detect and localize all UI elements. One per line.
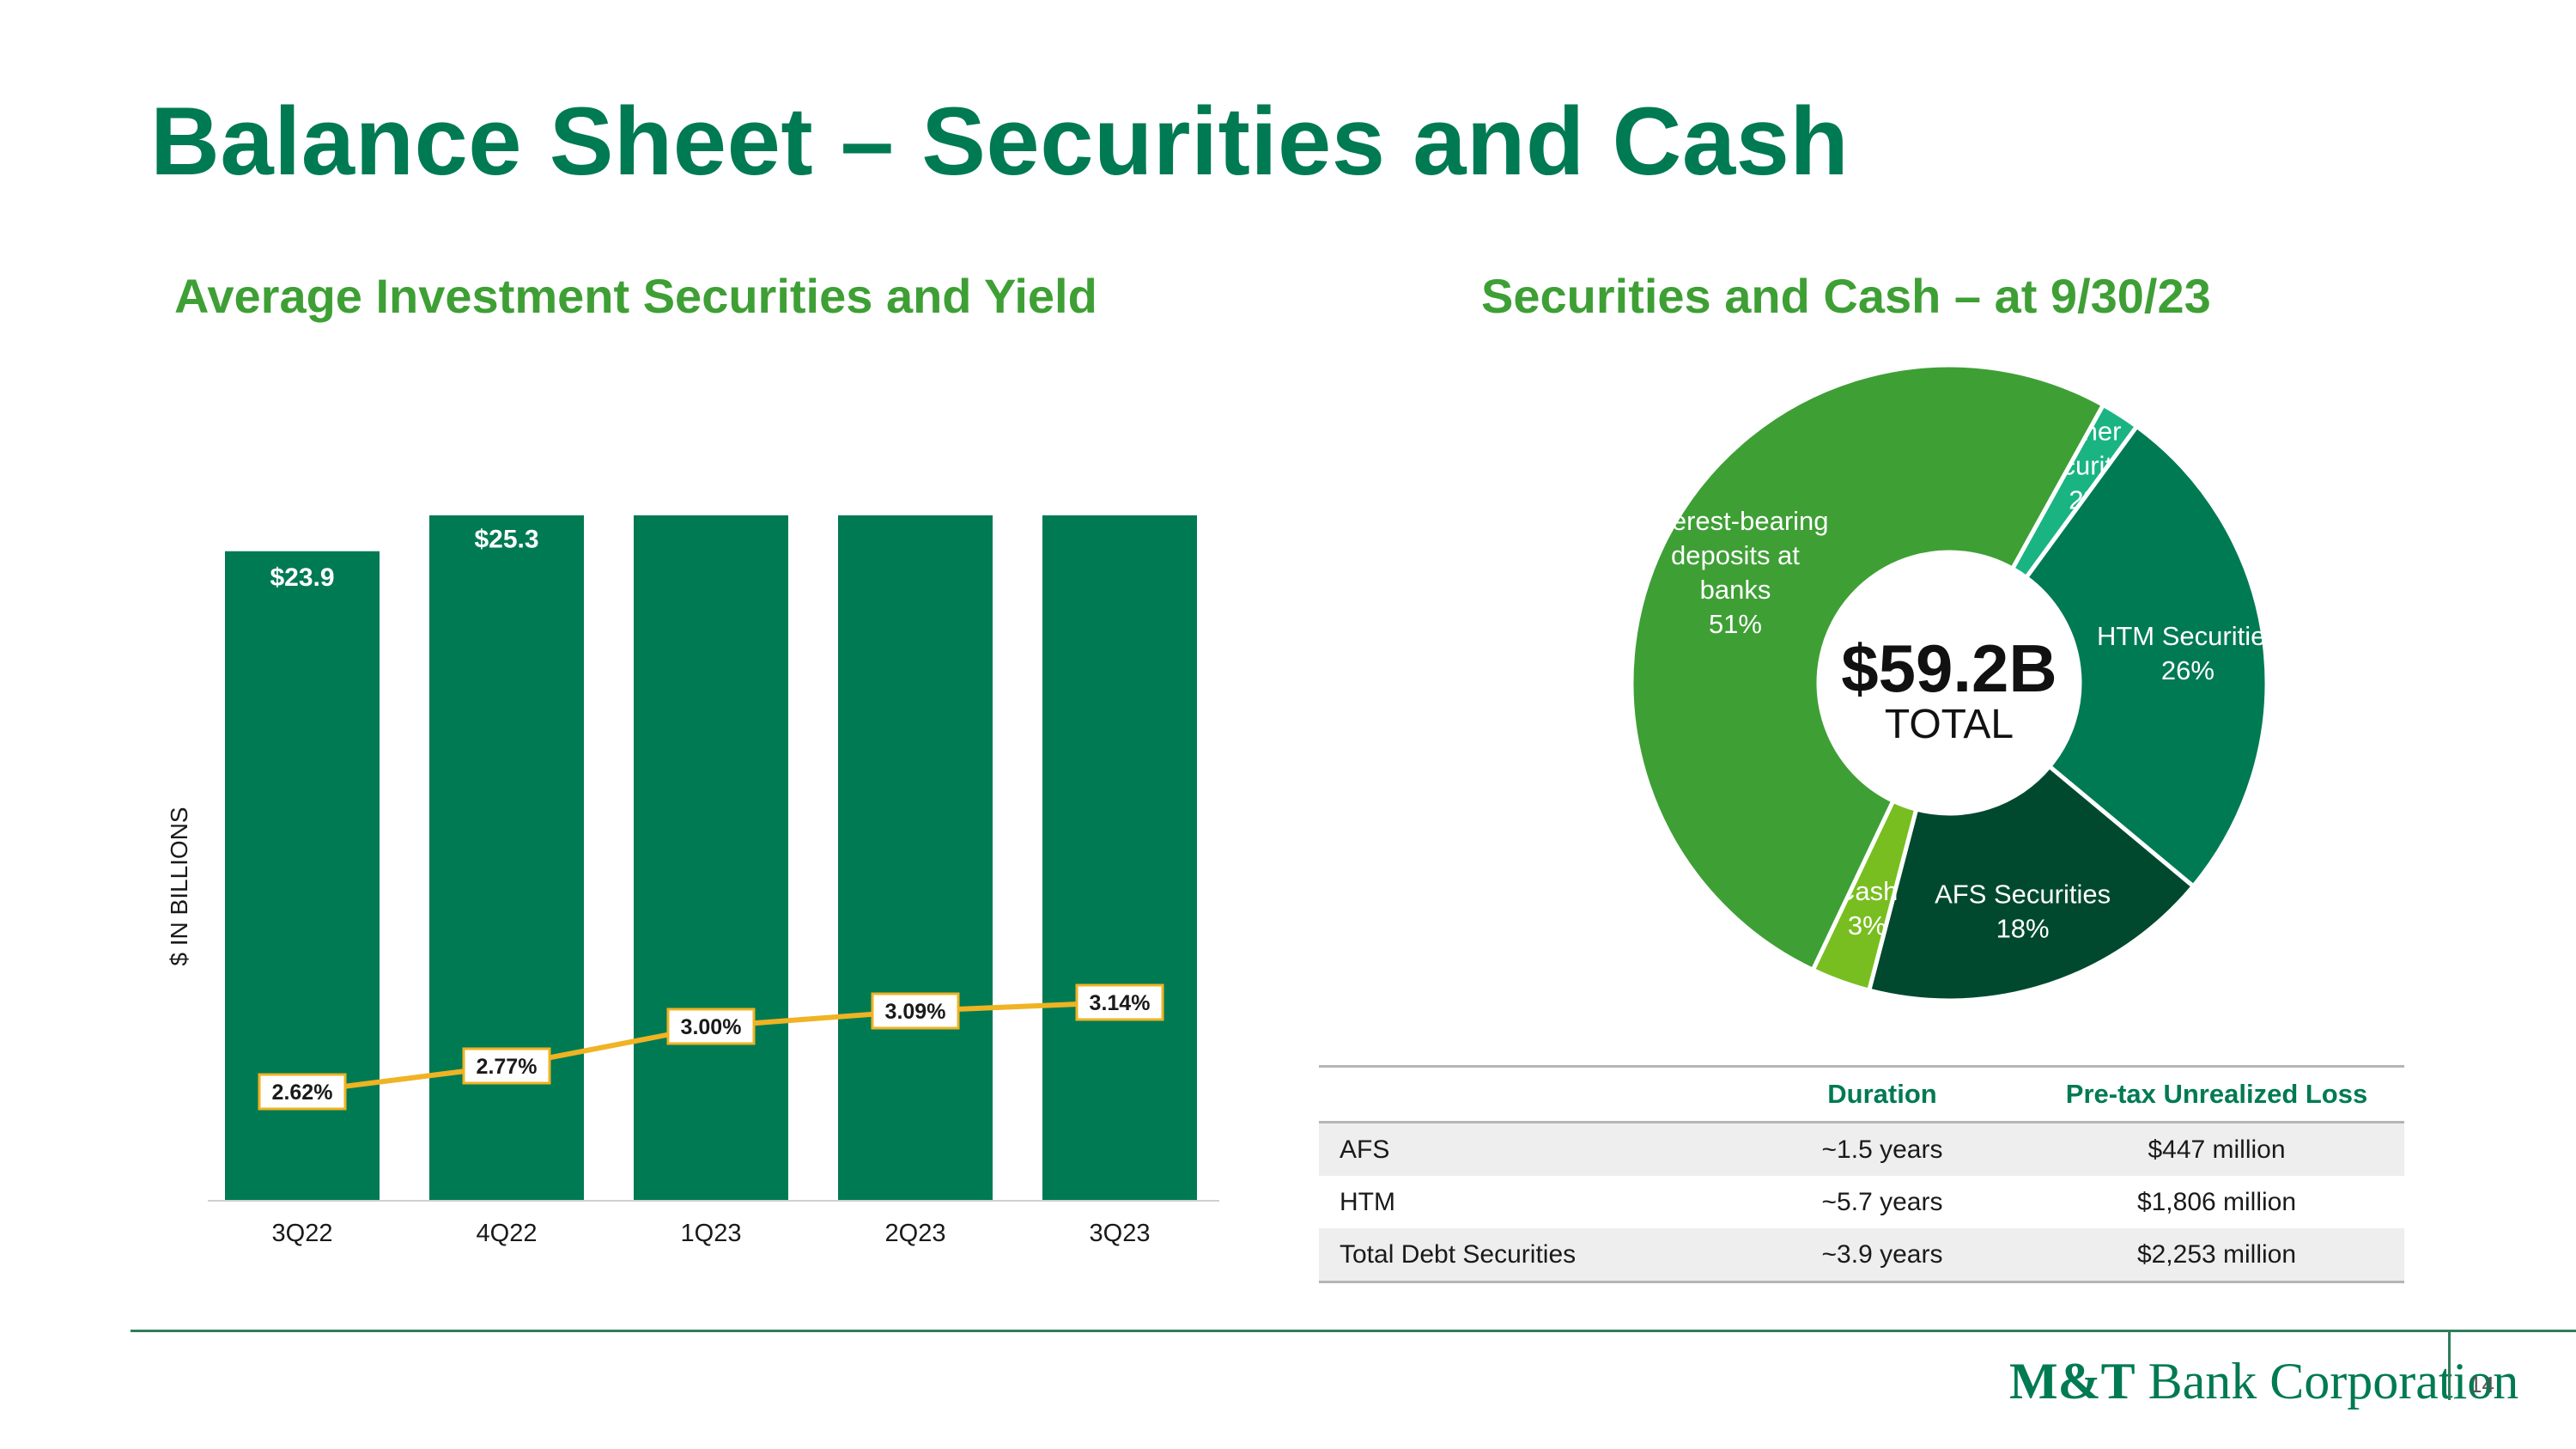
x-tick-label: 3Q22 bbox=[272, 1220, 333, 1247]
table-cell: ~5.7 years bbox=[1821, 1187, 1943, 1216]
donut-slice-1 bbox=[2023, 423, 2269, 890]
bar-4q22 bbox=[429, 515, 584, 1200]
footer-divider bbox=[131, 1330, 2576, 1332]
table-cell: $2,253 million bbox=[2136, 1239, 2297, 1269]
donut-chart-title: Securities and Cash – at 9/30/23 bbox=[1481, 269, 2211, 323]
donut-slice-label: AFS Securities 18% bbox=[1935, 880, 2111, 944]
footer-separator bbox=[2448, 1331, 2451, 1400]
table-cell: Total Debt Securities bbox=[1340, 1239, 1577, 1269]
donut-slice-4 bbox=[1629, 362, 2106, 973]
table-header-cell bbox=[1319, 1067, 1735, 1123]
yield-label: 3.14% bbox=[1090, 991, 1151, 1015]
yield-point: 2.77% bbox=[462, 1047, 551, 1085]
donut-label-line: 3% bbox=[1848, 910, 1886, 941]
x-tick-label: 3Q23 bbox=[1090, 1220, 1151, 1247]
company-logo: M&T Bank Corporation bbox=[2009, 1353, 2519, 1409]
yield-label: 3.09% bbox=[885, 1000, 946, 1024]
bar-3q23 bbox=[1042, 515, 1197, 1200]
table-cell: ~3.9 years bbox=[1821, 1239, 1943, 1269]
donut-center-value: $59.2B bbox=[1841, 630, 2057, 706]
donut-label-line: 18% bbox=[1996, 914, 2050, 944]
securities-table: Duration Pre-tax Unrealized Loss AFS ~1.… bbox=[1319, 1065, 2404, 1283]
bar-1q23 bbox=[634, 515, 788, 1200]
bar-value-label: $23.9 bbox=[270, 563, 334, 592]
x-tick-label: 2Q23 bbox=[885, 1220, 946, 1247]
x-tick-label: 1Q23 bbox=[681, 1220, 742, 1247]
x-tick-label: 4Q22 bbox=[477, 1220, 538, 1247]
yield-label-box bbox=[666, 1008, 756, 1045]
table-row: HTM ~5.7 years $1,806 million bbox=[1319, 1176, 2404, 1228]
yield-point: 3.00% bbox=[666, 1008, 756, 1045]
donut-label-line: HTM Securities bbox=[2097, 621, 2279, 651]
page-number: 14 bbox=[2470, 1372, 2494, 1397]
donut-label-line: deposits at bbox=[1671, 540, 1800, 570]
table-row: AFS ~1.5 years $447 million bbox=[1319, 1122, 2404, 1176]
bar-value-label: $25.3 bbox=[474, 526, 538, 554]
yield-point: 2.62% bbox=[258, 1073, 347, 1111]
yield-label: 2.62% bbox=[272, 1081, 333, 1105]
yield-label-box bbox=[462, 1047, 551, 1085]
table-cell: $1,806 million bbox=[2136, 1187, 2297, 1216]
bar-2q23 bbox=[838, 515, 993, 1200]
bar-chart: $ IN BILLIONS$23.93Q22$25.34Q22$27.61Q23… bbox=[166, 515, 1219, 1247]
yield-point: 3.09% bbox=[871, 992, 960, 1030]
table-row: Total Debt Securities ~3.9 years $2,253 … bbox=[1319, 1228, 2404, 1282]
donut-slice-label: HTM Securities 26% bbox=[2097, 621, 2279, 685]
yield-label: 3.00% bbox=[681, 1015, 742, 1039]
donut-label-line: banks bbox=[1700, 575, 1771, 605]
donut-label-line: 26% bbox=[2161, 655, 2215, 685]
yield-label-box bbox=[871, 992, 960, 1030]
table-cell: AFS bbox=[1340, 1135, 1390, 1164]
table-header-loss: Pre-tax Unrealized Loss bbox=[2065, 1079, 2368, 1109]
donut-label-line: AFS Securities bbox=[1935, 880, 2111, 910]
table-header-duration: Duration bbox=[1827, 1079, 1937, 1109]
yield-label: 2.77% bbox=[477, 1055, 538, 1079]
bar-chart-title: Average Investment Securities and Yield bbox=[174, 269, 1097, 323]
table-header-row: Duration Pre-tax Unrealized Loss bbox=[1319, 1066, 2404, 1123]
donut-label-line: Interest-bearing bbox=[1642, 506, 1828, 536]
page-title: Balance Sheet – Securities and Cash bbox=[150, 88, 1850, 195]
donut-label-line: 51% bbox=[1709, 609, 1762, 639]
yield-point: 3.14% bbox=[1075, 983, 1164, 1021]
table-cell: HTM bbox=[1340, 1187, 1395, 1216]
donut-slice-2 bbox=[1866, 763, 2196, 1003]
table-cell: ~1.5 years bbox=[1821, 1135, 1943, 1164]
donut-slice-label: Interest-bearing deposits at banks 51% bbox=[1642, 506, 1828, 639]
y-axis-label: $ IN BILLIONS bbox=[166, 807, 192, 965]
yield-label-box bbox=[1075, 983, 1164, 1021]
yield-label-box bbox=[258, 1073, 347, 1111]
table-cell: $447 million bbox=[2148, 1135, 2286, 1164]
donut-center-label: TOTAL bbox=[1885, 702, 2014, 747]
